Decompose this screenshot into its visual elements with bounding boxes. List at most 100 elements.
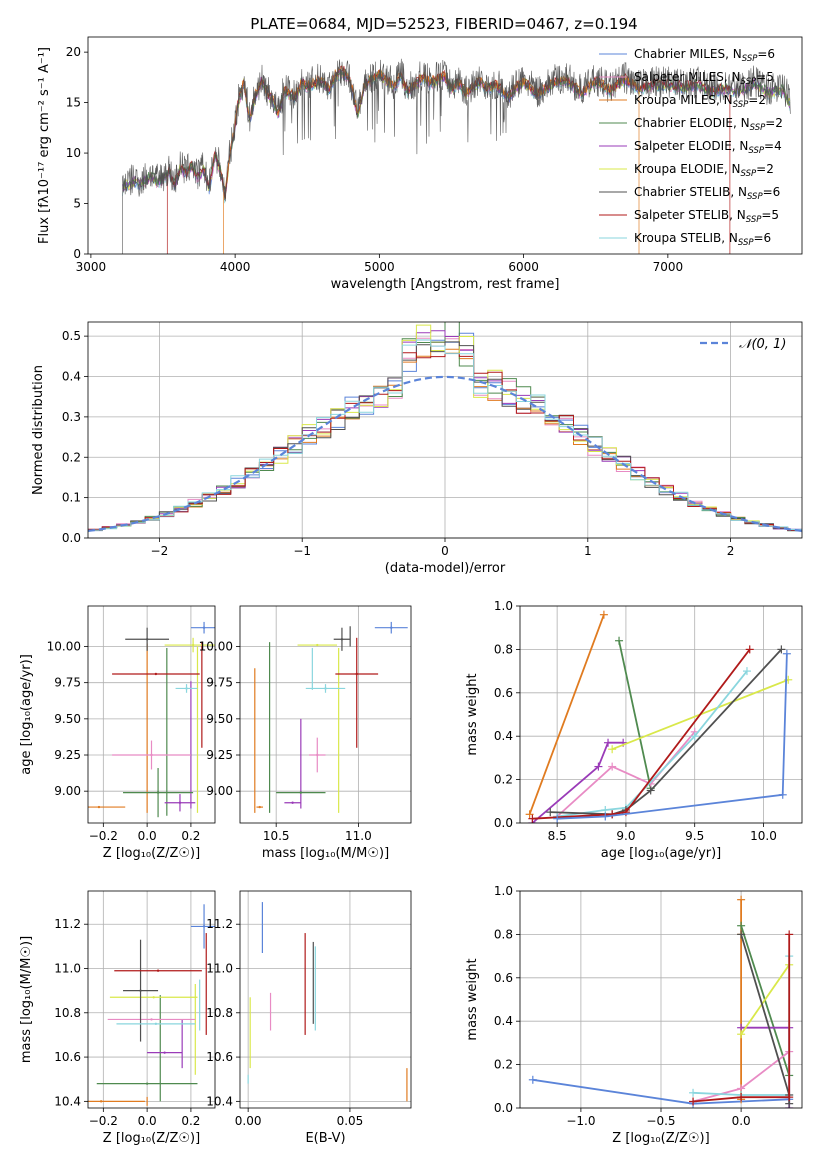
axes-frame <box>519 605 803 824</box>
y-tick-label: 9.00 <box>54 784 81 798</box>
x-tick-label: 0.0 <box>138 1114 157 1128</box>
legend-label: Kroupa MILES, NSSP=2 <box>634 93 766 110</box>
data-point <box>340 638 344 641</box>
legend-tail: =6 <box>763 185 781 199</box>
y-tick-label: 10.8 <box>54 1006 81 1020</box>
data-point <box>145 638 149 641</box>
y-tick-label: 10.4 <box>54 1094 81 1108</box>
gaussian-curve <box>88 375 802 532</box>
legend-tail: =2 <box>756 162 774 176</box>
y-tick-label: 11.0 <box>54 962 81 976</box>
data-point <box>191 643 195 647</box>
legend-tail: =5 <box>756 70 774 84</box>
y-tick-label: 0.4 <box>62 370 81 384</box>
legend-label: Salpeter STELIB, NSSP=5 <box>634 208 779 225</box>
data-point <box>152 996 155 999</box>
data-point <box>258 805 261 809</box>
plot-area <box>88 621 215 818</box>
histogram-kroupa-stelib <box>88 339 802 533</box>
weight-line <box>532 648 751 820</box>
y-tick-label: 11.2 <box>206 917 233 931</box>
weight-line <box>528 614 605 815</box>
plot-area <box>247 902 408 1102</box>
weight-line <box>618 640 652 789</box>
y-tick-label: 9.75 <box>206 676 233 690</box>
axes-frame <box>239 605 412 824</box>
plot-area <box>528 895 794 1108</box>
data-point <box>97 805 101 809</box>
x-tick-label: −1.0 <box>566 1114 595 1128</box>
x-tick-label: 0.00 <box>235 1114 262 1128</box>
legend-label: Kroupa STELIB, NSSP=6 <box>634 231 771 248</box>
legend-subscript: SSP <box>733 100 749 110</box>
weight-line <box>557 653 788 820</box>
x-tick-label: 11.0 <box>345 829 372 843</box>
y-axis-label: age [log₁₀(age/yr)] <box>19 654 34 775</box>
data-point <box>139 989 142 992</box>
legend-subscript: SSP <box>738 238 754 248</box>
x-tick-label: 0.05 <box>337 1114 364 1128</box>
plot-area <box>525 610 793 823</box>
data-point <box>156 969 160 972</box>
weight-line <box>740 964 790 1035</box>
legend-label: Salpeter MILES, NSSP=5 <box>634 70 774 87</box>
y-tick-label: 11.2 <box>54 917 81 931</box>
data-point <box>291 801 294 804</box>
y-tick-label: 9.25 <box>206 748 233 762</box>
x-tick-label: 0.0 <box>138 829 157 843</box>
data-point <box>178 801 182 804</box>
y-tick-label: 20 <box>66 45 81 59</box>
legend-label: 𝒩(0, 1) <box>739 337 786 352</box>
plot-area <box>122 58 791 254</box>
z-mass-panel: −0.2 0.0 0.2 10.4 10.6 10.8 11.0 11.2 Z [log₁₀(Z… <box>19 890 216 1146</box>
data-point <box>150 753 153 757</box>
z-weight-panel: −1.0 −0.5 0.0 0.0 0.2 0.4 0.6 0.8 1.0 Z [log₁₀(Z/… <box>465 884 803 1146</box>
data-point <box>156 791 160 794</box>
plot-area <box>88 322 802 533</box>
data-point <box>163 1051 166 1054</box>
x-tick-label: 0 <box>441 544 449 558</box>
legend-label: Chabrier MILES, NSSP=6 <box>634 47 775 64</box>
axes-frame <box>87 36 803 255</box>
y-tick-label: 15 <box>66 96 81 110</box>
legend-subscript: SSP <box>742 54 758 64</box>
legend-tail: =2 <box>765 116 783 130</box>
legend-subscript: SSP <box>750 123 766 133</box>
x-tick-label: −2 <box>151 544 169 558</box>
y-tick-label: 0.0 <box>494 816 513 830</box>
weight-line <box>692 934 791 1103</box>
x-axis-label: mass [log₁₀(M/M☉)] <box>262 846 389 861</box>
y-axis-label: Flux [fλ10⁻¹⁷ erg cm⁻² s⁻¹ A⁻¹] <box>37 47 52 244</box>
figure-title: PLATE=0684, MJD=52523, FIBERID=0467, z=0… <box>250 15 637 33</box>
legend-tail: =2 <box>748 93 766 107</box>
x-axis-label: Z [log₁₀(Z/Z☉)] <box>612 1131 709 1146</box>
mass-age-panel: 10.5 11.0 9.00 9.25 9.50 9.75 10.00 mass [log₁₀… <box>199 605 412 861</box>
y-tick-label: 0.4 <box>494 729 513 743</box>
legend-subscript: SSP <box>746 215 762 225</box>
y-tick-label: 10.8 <box>206 1006 233 1020</box>
legend-label: Chabrier STELIB, NSSP=6 <box>634 185 780 202</box>
data-point <box>316 643 319 647</box>
y-tick-label: 0.8 <box>494 642 513 656</box>
plot-area <box>88 904 215 1106</box>
axes-frame <box>87 890 216 1109</box>
y-tick-label: 10.00 <box>47 640 81 654</box>
x-tick-label: 10.0 <box>750 829 777 843</box>
histogram-chabrier-stelib <box>88 341 802 532</box>
x-axis-label: E(B-V) <box>305 1131 345 1146</box>
y-tick-label: 9.50 <box>206 712 233 726</box>
legend-subscript: SSP <box>747 192 763 202</box>
legend-tail: =5 <box>761 208 779 222</box>
data-point <box>150 1018 153 1021</box>
x-tick-label: 7000 <box>653 260 684 274</box>
y-tick-label: 9.00 <box>206 784 233 798</box>
legend-subscript: SSP <box>741 77 757 87</box>
legend-subscript: SSP <box>741 169 757 179</box>
data-point <box>316 753 319 757</box>
x-axis-label: (data-model)/error <box>385 561 506 576</box>
y-tick-label: 0.3 <box>62 410 81 424</box>
data-point <box>99 1100 103 1103</box>
x-tick-label: 4000 <box>220 260 251 274</box>
y-tick-label: 0.2 <box>494 773 513 787</box>
